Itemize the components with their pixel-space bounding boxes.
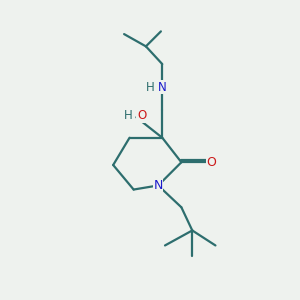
Text: H: H [124, 110, 132, 122]
Text: O: O [137, 110, 146, 122]
Text: H: H [146, 81, 154, 94]
Text: N: N [154, 179, 163, 192]
Text: N: N [158, 81, 167, 94]
Text: O: O [206, 156, 216, 169]
